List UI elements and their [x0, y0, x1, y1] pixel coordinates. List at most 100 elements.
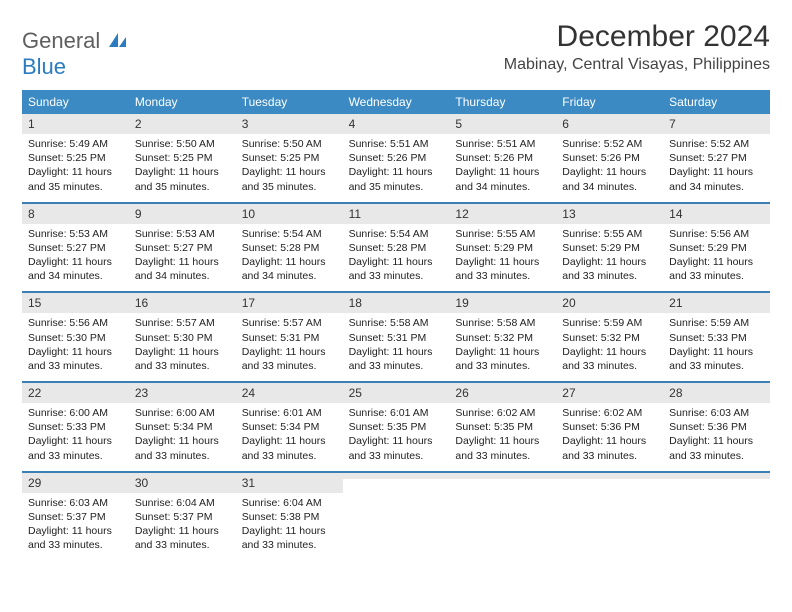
day-cell: 13Sunrise: 5:55 AMSunset: 5:29 PMDayligh… — [556, 204, 663, 292]
logo: General Blue — [22, 20, 128, 80]
logo-line1: General — [22, 28, 100, 53]
week-row: 1Sunrise: 5:49 AMSunset: 5:25 PMDaylight… — [22, 114, 770, 204]
day-details: Sunrise: 6:02 AMSunset: 5:35 PMDaylight:… — [449, 403, 556, 471]
day-number: 12 — [449, 204, 556, 224]
sunset-text: Sunset: 5:37 PM — [28, 510, 123, 524]
sunrise-text: Sunrise: 5:49 AM — [28, 137, 123, 151]
day-cell: 16Sunrise: 5:57 AMSunset: 5:30 PMDayligh… — [129, 293, 236, 381]
day-details: Sunrise: 5:51 AMSunset: 5:26 PMDaylight:… — [343, 134, 450, 202]
daylight-text: Daylight: 11 hours and 33 minutes. — [455, 345, 550, 373]
day-cell: 21Sunrise: 5:59 AMSunset: 5:33 PMDayligh… — [663, 293, 770, 381]
day-number: 24 — [236, 383, 343, 403]
day-cell: 25Sunrise: 6:01 AMSunset: 5:35 PMDayligh… — [343, 383, 450, 471]
day-cell: 28Sunrise: 6:03 AMSunset: 5:36 PMDayligh… — [663, 383, 770, 471]
logo-text: General Blue — [22, 28, 128, 80]
day-cell: 11Sunrise: 5:54 AMSunset: 5:28 PMDayligh… — [343, 204, 450, 292]
sunrise-text: Sunrise: 6:01 AM — [242, 406, 337, 420]
day-number: 25 — [343, 383, 450, 403]
sunrise-text: Sunrise: 6:02 AM — [455, 406, 550, 420]
sunrise-text: Sunrise: 5:58 AM — [349, 316, 444, 330]
daylight-text: Daylight: 11 hours and 33 minutes. — [349, 434, 444, 462]
sunset-text: Sunset: 5:27 PM — [669, 151, 764, 165]
daylight-text: Daylight: 11 hours and 33 minutes. — [669, 345, 764, 373]
day-cell: 2Sunrise: 5:50 AMSunset: 5:25 PMDaylight… — [129, 114, 236, 202]
sunset-text: Sunset: 5:36 PM — [562, 420, 657, 434]
day-details: Sunrise: 5:57 AMSunset: 5:30 PMDaylight:… — [129, 313, 236, 381]
daylight-text: Daylight: 11 hours and 33 minutes. — [562, 345, 657, 373]
day-details: Sunrise: 5:54 AMSunset: 5:28 PMDaylight:… — [343, 224, 450, 292]
sunrise-text: Sunrise: 6:00 AM — [28, 406, 123, 420]
sunset-text: Sunset: 5:30 PM — [28, 331, 123, 345]
week-row: 8Sunrise: 5:53 AMSunset: 5:27 PMDaylight… — [22, 204, 770, 294]
sunset-text: Sunset: 5:26 PM — [455, 151, 550, 165]
daylight-text: Daylight: 11 hours and 33 minutes. — [135, 524, 230, 552]
daylight-text: Daylight: 11 hours and 33 minutes. — [242, 524, 337, 552]
weekday-header: Sunday Monday Tuesday Wednesday Thursday… — [22, 90, 770, 114]
day-details: Sunrise: 6:01 AMSunset: 5:34 PMDaylight:… — [236, 403, 343, 471]
sunrise-text: Sunrise: 5:54 AM — [349, 227, 444, 241]
day-details: Sunrise: 5:50 AMSunset: 5:25 PMDaylight:… — [129, 134, 236, 202]
daylight-text: Daylight: 11 hours and 33 minutes. — [562, 434, 657, 462]
weekday-thu: Thursday — [449, 90, 556, 114]
day-details: Sunrise: 6:04 AMSunset: 5:37 PMDaylight:… — [129, 493, 236, 561]
sunset-text: Sunset: 5:38 PM — [242, 510, 337, 524]
sunrise-text: Sunrise: 6:04 AM — [135, 496, 230, 510]
sunset-text: Sunset: 5:35 PM — [455, 420, 550, 434]
daylight-text: Daylight: 11 hours and 33 minutes. — [669, 434, 764, 462]
sunrise-text: Sunrise: 6:01 AM — [349, 406, 444, 420]
day-details: Sunrise: 5:49 AMSunset: 5:25 PMDaylight:… — [22, 134, 129, 202]
sunset-text: Sunset: 5:28 PM — [349, 241, 444, 255]
sunrise-text: Sunrise: 5:52 AM — [669, 137, 764, 151]
day-details: Sunrise: 6:03 AMSunset: 5:37 PMDaylight:… — [22, 493, 129, 561]
daylight-text: Daylight: 11 hours and 33 minutes. — [349, 345, 444, 373]
sunset-text: Sunset: 5:34 PM — [135, 420, 230, 434]
sunrise-text: Sunrise: 5:52 AM — [562, 137, 657, 151]
sunrise-text: Sunrise: 5:51 AM — [349, 137, 444, 151]
day-number: 3 — [236, 114, 343, 134]
daylight-text: Daylight: 11 hours and 33 minutes. — [135, 434, 230, 462]
sunrise-text: Sunrise: 5:57 AM — [242, 316, 337, 330]
day-number: 10 — [236, 204, 343, 224]
day-cell: 18Sunrise: 5:58 AMSunset: 5:31 PMDayligh… — [343, 293, 450, 381]
daylight-text: Daylight: 11 hours and 35 minutes. — [135, 165, 230, 193]
daylight-text: Daylight: 11 hours and 35 minutes. — [349, 165, 444, 193]
day-details: Sunrise: 6:02 AMSunset: 5:36 PMDaylight:… — [556, 403, 663, 471]
day-number: 13 — [556, 204, 663, 224]
day-number: 20 — [556, 293, 663, 313]
sunrise-text: Sunrise: 5:55 AM — [562, 227, 657, 241]
day-cell: 26Sunrise: 6:02 AMSunset: 5:35 PMDayligh… — [449, 383, 556, 471]
day-details: Sunrise: 5:54 AMSunset: 5:28 PMDaylight:… — [236, 224, 343, 292]
day-number — [556, 473, 663, 479]
sunset-text: Sunset: 5:27 PM — [135, 241, 230, 255]
day-number: 19 — [449, 293, 556, 313]
day-details: Sunrise: 6:00 AMSunset: 5:34 PMDaylight:… — [129, 403, 236, 471]
day-number: 14 — [663, 204, 770, 224]
day-number: 21 — [663, 293, 770, 313]
day-number: 28 — [663, 383, 770, 403]
day-details: Sunrise: 5:52 AMSunset: 5:26 PMDaylight:… — [556, 134, 663, 202]
weekday-fri: Friday — [556, 90, 663, 114]
day-cell: 14Sunrise: 5:56 AMSunset: 5:29 PMDayligh… — [663, 204, 770, 292]
day-number: 9 — [129, 204, 236, 224]
sunset-text: Sunset: 5:30 PM — [135, 331, 230, 345]
sunset-text: Sunset: 5:26 PM — [562, 151, 657, 165]
sunset-text: Sunset: 5:32 PM — [455, 331, 550, 345]
weekday-sat: Saturday — [663, 90, 770, 114]
day-cell: 30Sunrise: 6:04 AMSunset: 5:37 PMDayligh… — [129, 473, 236, 561]
sunset-text: Sunset: 5:29 PM — [562, 241, 657, 255]
header: General Blue December 2024 Mabinay, Cent… — [22, 20, 770, 80]
sunrise-text: Sunrise: 5:53 AM — [28, 227, 123, 241]
daylight-text: Daylight: 11 hours and 33 minutes. — [135, 345, 230, 373]
day-cell: 10Sunrise: 5:54 AMSunset: 5:28 PMDayligh… — [236, 204, 343, 292]
daylight-text: Daylight: 11 hours and 34 minutes. — [669, 165, 764, 193]
sunrise-text: Sunrise: 5:50 AM — [135, 137, 230, 151]
day-details: Sunrise: 5:59 AMSunset: 5:33 PMDaylight:… — [663, 313, 770, 381]
daylight-text: Daylight: 11 hours and 33 minutes. — [455, 255, 550, 283]
day-cell: 4Sunrise: 5:51 AMSunset: 5:26 PMDaylight… — [343, 114, 450, 202]
day-cell: 12Sunrise: 5:55 AMSunset: 5:29 PMDayligh… — [449, 204, 556, 292]
day-cell: 6Sunrise: 5:52 AMSunset: 5:26 PMDaylight… — [556, 114, 663, 202]
day-number: 23 — [129, 383, 236, 403]
sunset-text: Sunset: 5:31 PM — [242, 331, 337, 345]
sunset-text: Sunset: 5:36 PM — [669, 420, 764, 434]
day-cell: 9Sunrise: 5:53 AMSunset: 5:27 PMDaylight… — [129, 204, 236, 292]
